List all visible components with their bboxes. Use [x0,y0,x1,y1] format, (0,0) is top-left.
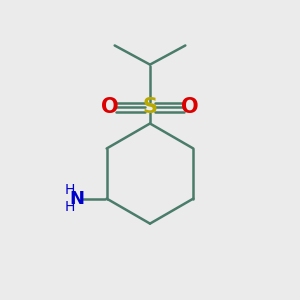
Text: H: H [65,183,75,197]
Text: N: N [70,190,85,208]
Text: O: O [181,97,199,117]
Text: S: S [142,97,158,117]
Text: O: O [101,97,119,117]
Text: H: H [65,200,75,214]
